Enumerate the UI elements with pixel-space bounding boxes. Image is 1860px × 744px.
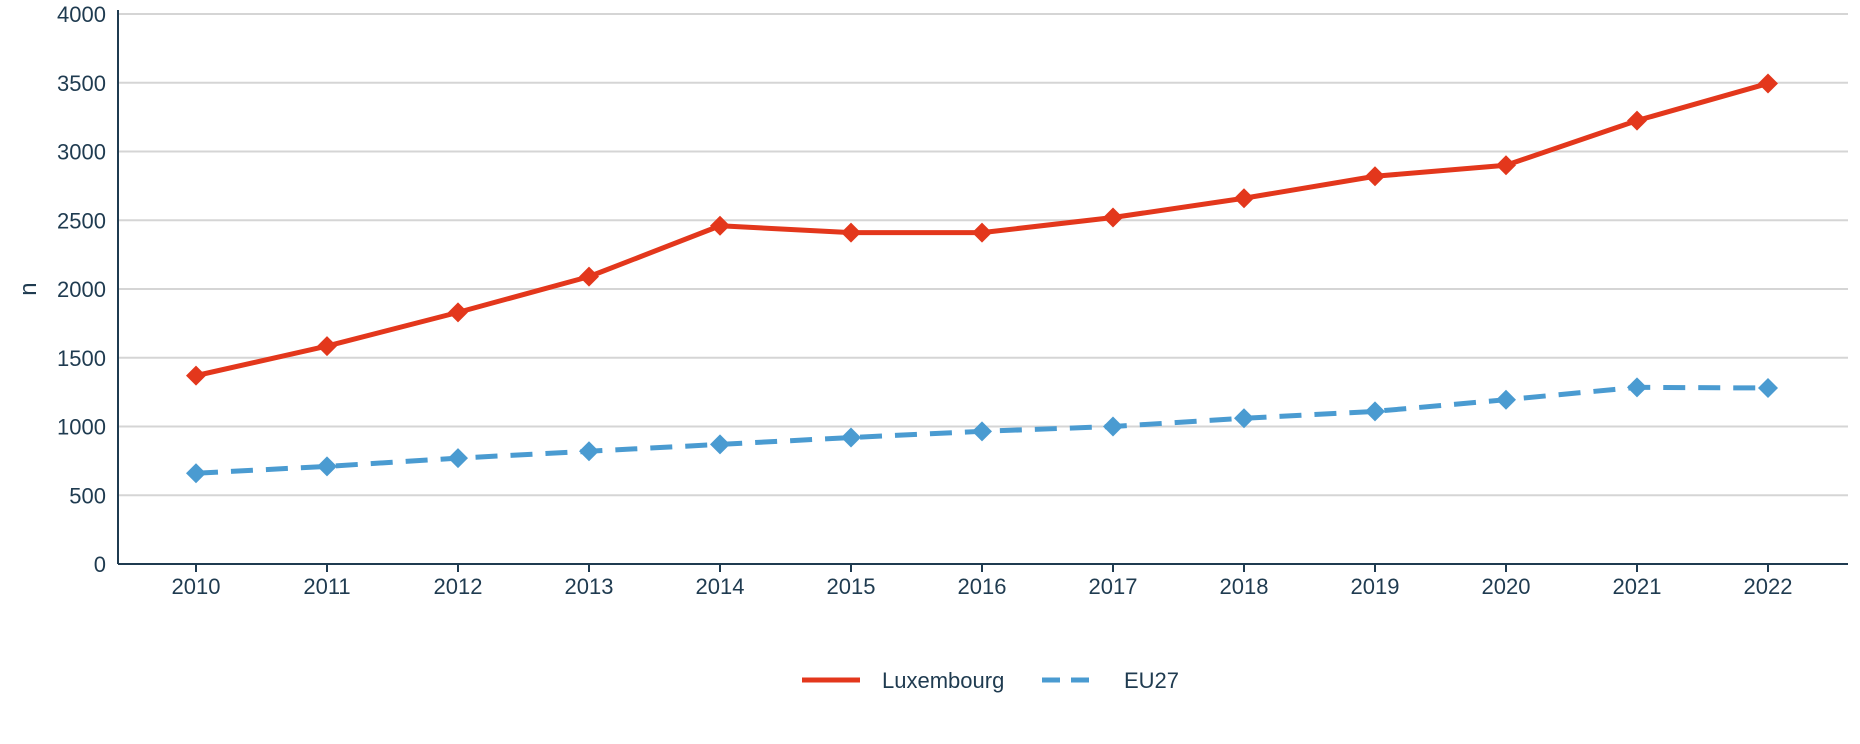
data-point bbox=[841, 222, 861, 243]
x-tick-label: 2016 bbox=[958, 574, 1007, 599]
legend-label-luxembourg: Luxembourg bbox=[882, 668, 1004, 693]
x-tick-label: 2013 bbox=[565, 574, 614, 599]
legend-label-eu27: EU27 bbox=[1124, 668, 1179, 693]
data-point bbox=[579, 266, 599, 287]
y-axis-title: n bbox=[15, 282, 42, 295]
data-point bbox=[1758, 73, 1778, 94]
data-point bbox=[1234, 188, 1254, 209]
x-tick-label: 2017 bbox=[1089, 574, 1138, 599]
x-tick-label: 2012 bbox=[434, 574, 483, 599]
data-point bbox=[841, 427, 861, 448]
x-tick-label: 2011 bbox=[303, 574, 350, 599]
y-tick-label: 500 bbox=[69, 483, 106, 508]
y-tick-label: 2500 bbox=[57, 208, 106, 233]
data-point bbox=[579, 441, 599, 462]
data-point bbox=[448, 448, 468, 469]
y-tick-label: 3000 bbox=[57, 140, 106, 165]
y-tick-label: 3500 bbox=[57, 71, 106, 96]
data-point bbox=[1496, 155, 1516, 176]
data-point bbox=[448, 302, 468, 323]
data-point bbox=[1496, 389, 1516, 410]
data-point bbox=[1758, 378, 1778, 398]
x-tick-label: 2019 bbox=[1351, 574, 1400, 599]
data-point bbox=[710, 215, 730, 236]
y-tick-label: 2000 bbox=[57, 277, 106, 302]
axes bbox=[117, 10, 1848, 565]
data-point bbox=[317, 456, 337, 477]
x-tick-labels: 2010 2011 2012 2013 2014 2015 2016 2017 2018 2019… bbox=[172, 564, 1793, 599]
x-tick-label: 2020 bbox=[1482, 574, 1531, 599]
legend: Luxembourg EU27 bbox=[802, 668, 1179, 693]
grid-lines bbox=[118, 13, 1848, 497]
data-point bbox=[186, 365, 206, 386]
data-point bbox=[1103, 207, 1123, 228]
x-tick-label: 2015 bbox=[827, 574, 876, 599]
data-point bbox=[972, 421, 992, 442]
data-point bbox=[1365, 166, 1385, 187]
data-point bbox=[317, 336, 337, 357]
series-luxembourg bbox=[186, 73, 1778, 386]
y-tick-labels: 0 500 1000 1500 2000 2500 3000 3500 4000 bbox=[57, 2, 106, 577]
x-tick-label: 2014 bbox=[696, 574, 745, 599]
data-point bbox=[1627, 377, 1647, 398]
x-tick-label: 2021 bbox=[1613, 574, 1662, 599]
data-point bbox=[1627, 110, 1647, 131]
data-point bbox=[972, 222, 992, 243]
series-eu27 bbox=[186, 377, 1778, 484]
data-point bbox=[1103, 416, 1123, 437]
x-tick-label: 2010 bbox=[172, 574, 221, 599]
x-tick-label: 2018 bbox=[1220, 574, 1269, 599]
y-tick-label: 0 bbox=[94, 552, 106, 577]
series bbox=[186, 73, 1778, 484]
y-tick-label: 1000 bbox=[57, 415, 106, 440]
data-point bbox=[710, 434, 730, 455]
x-tick-label: 2022 bbox=[1744, 574, 1793, 599]
y-tick-label: 4000 bbox=[57, 2, 106, 27]
data-point bbox=[1234, 408, 1254, 429]
data-point bbox=[1365, 401, 1385, 422]
y-tick-label: 1500 bbox=[57, 346, 106, 371]
data-point bbox=[186, 463, 206, 484]
